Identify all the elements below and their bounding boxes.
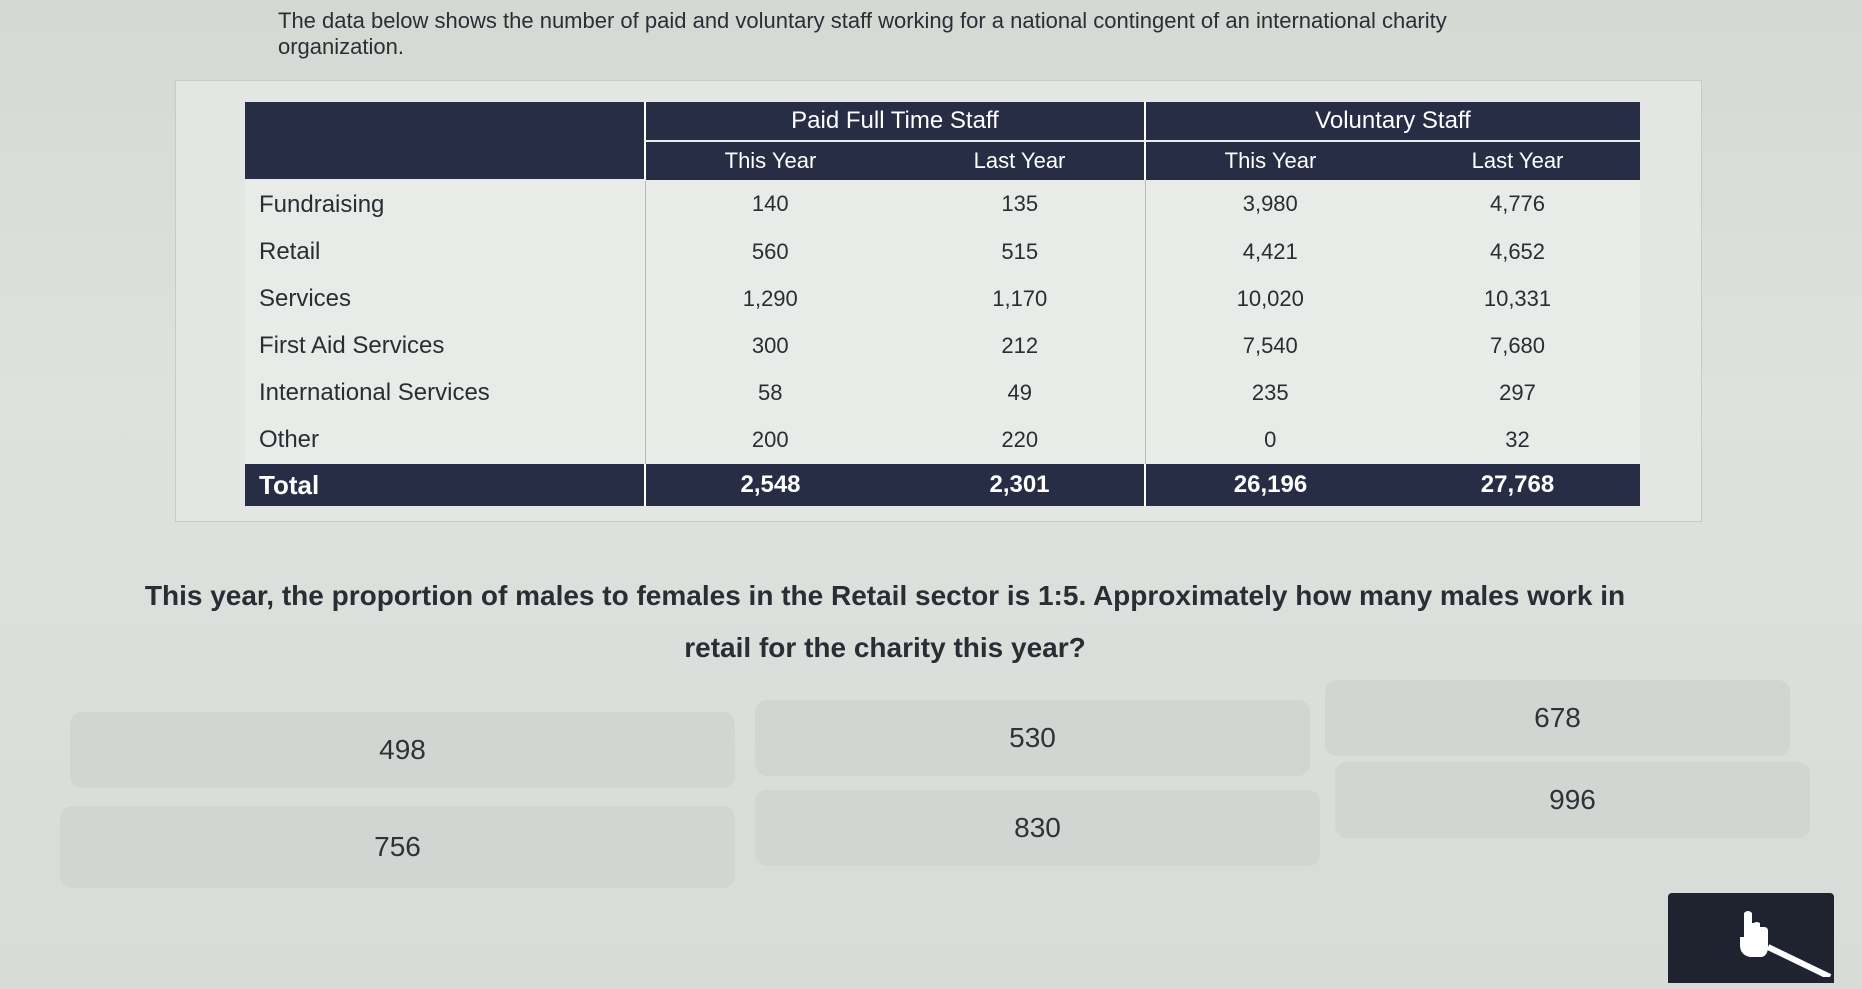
table-row: Retail 560 515 4,421 4,652 [245,228,1640,276]
table-cell: 200 [644,416,895,464]
table-cell: 297 [1499,380,1536,406]
hand-pointer-icon [1740,911,1832,977]
table-cell: 10,020 [1144,275,1395,323]
table-row: International Services 58 49 235 297 [245,369,1640,417]
row-label: Retail [259,237,321,265]
answer-option-6[interactable]: 996 [1335,762,1810,838]
table-cell: 4,652 [1489,238,1546,264]
table-cell: 7,540 [1144,322,1395,370]
table-cell: 212 [1001,333,1039,359]
table-row: Other 200 220 0 32 [245,416,1640,464]
answer-option-5[interactable]: 830 [755,790,1320,866]
answer-option-label: 530 [1009,722,1056,753]
question-text: This year, the proportion of males to fe… [144,580,1626,663]
header-paid-full-time: Paid Full Time Staff [644,102,1145,142]
answer-option-label: 830 [1014,812,1061,843]
table-cell: 32 [1505,427,1530,453]
table-cell: 0 [1144,416,1395,464]
header-paid-last-year: Last Year [895,141,1145,180]
row-label: First Aid Services [259,332,445,360]
row-label: Services [259,284,352,312]
header-voluntary-staff: Voluntary Staff [1144,102,1640,142]
table-row: Services 1,290 1,170 10,020 10,331 [245,275,1640,323]
table-cell: 4,776 [1489,191,1546,217]
header-paid-this-year: This Year [644,141,895,180]
answer-option-label: 756 [374,831,421,862]
table-cell: 220 [1001,427,1039,453]
table-cell: 300 [644,322,895,370]
table-row: Fundraising 140 135 3,980 4,776 [245,180,1640,229]
header-blank [245,102,645,181]
answer-option-label: 996 [1549,784,1596,815]
answer-option-4[interactable]: 756 [60,806,735,888]
table-row: First Aid Services 300 212 7,540 7,680 [245,322,1640,370]
table-cell: 515 [1001,238,1039,264]
cursor-overlay [1668,893,1834,983]
total-cell: 26,196 [1144,464,1395,506]
table-cell: 58 [644,369,895,417]
answer-option-1[interactable]: 498 [70,712,735,788]
table-cell: 140 [644,180,895,229]
row-label: International Services [259,379,490,407]
table-cell: 1,170 [992,285,1048,311]
header-voluntary-last-year: Last Year [1395,141,1640,180]
table-cell: 560 [644,228,895,276]
total-cell: 2,301 [895,464,1145,506]
table-cell: 135 [1001,191,1039,217]
total-label: Total [245,464,645,506]
staff-table: Paid Full Time Staff Voluntary Staff Thi… [245,102,1640,506]
table-cell: 49 [1007,380,1032,406]
total-row: Total 2,548 2,301 26,196 27,768 [245,464,1640,506]
answer-option-3[interactable]: 678 [1325,680,1790,756]
table-cell: 235 [1144,369,1395,417]
intro-text: The data below shows the number of paid … [278,8,1447,59]
row-label: Fundraising [259,190,385,218]
total-cell: 27,768 [1395,464,1640,506]
answer-option-label: 678 [1534,702,1581,733]
table-cell: 7,680 [1489,333,1546,359]
header-voluntary-this-year: This Year [1144,141,1395,180]
answer-option-2[interactable]: 530 [755,700,1310,776]
table-cell: 10,331 [1483,285,1552,311]
answer-option-label: 498 [379,734,426,765]
row-label: Other [259,426,320,454]
table-cell: 4,421 [1144,228,1395,276]
table-cell: 3,980 [1144,180,1395,229]
table-cell: 1,290 [644,275,895,323]
total-cell: 2,548 [644,464,895,506]
